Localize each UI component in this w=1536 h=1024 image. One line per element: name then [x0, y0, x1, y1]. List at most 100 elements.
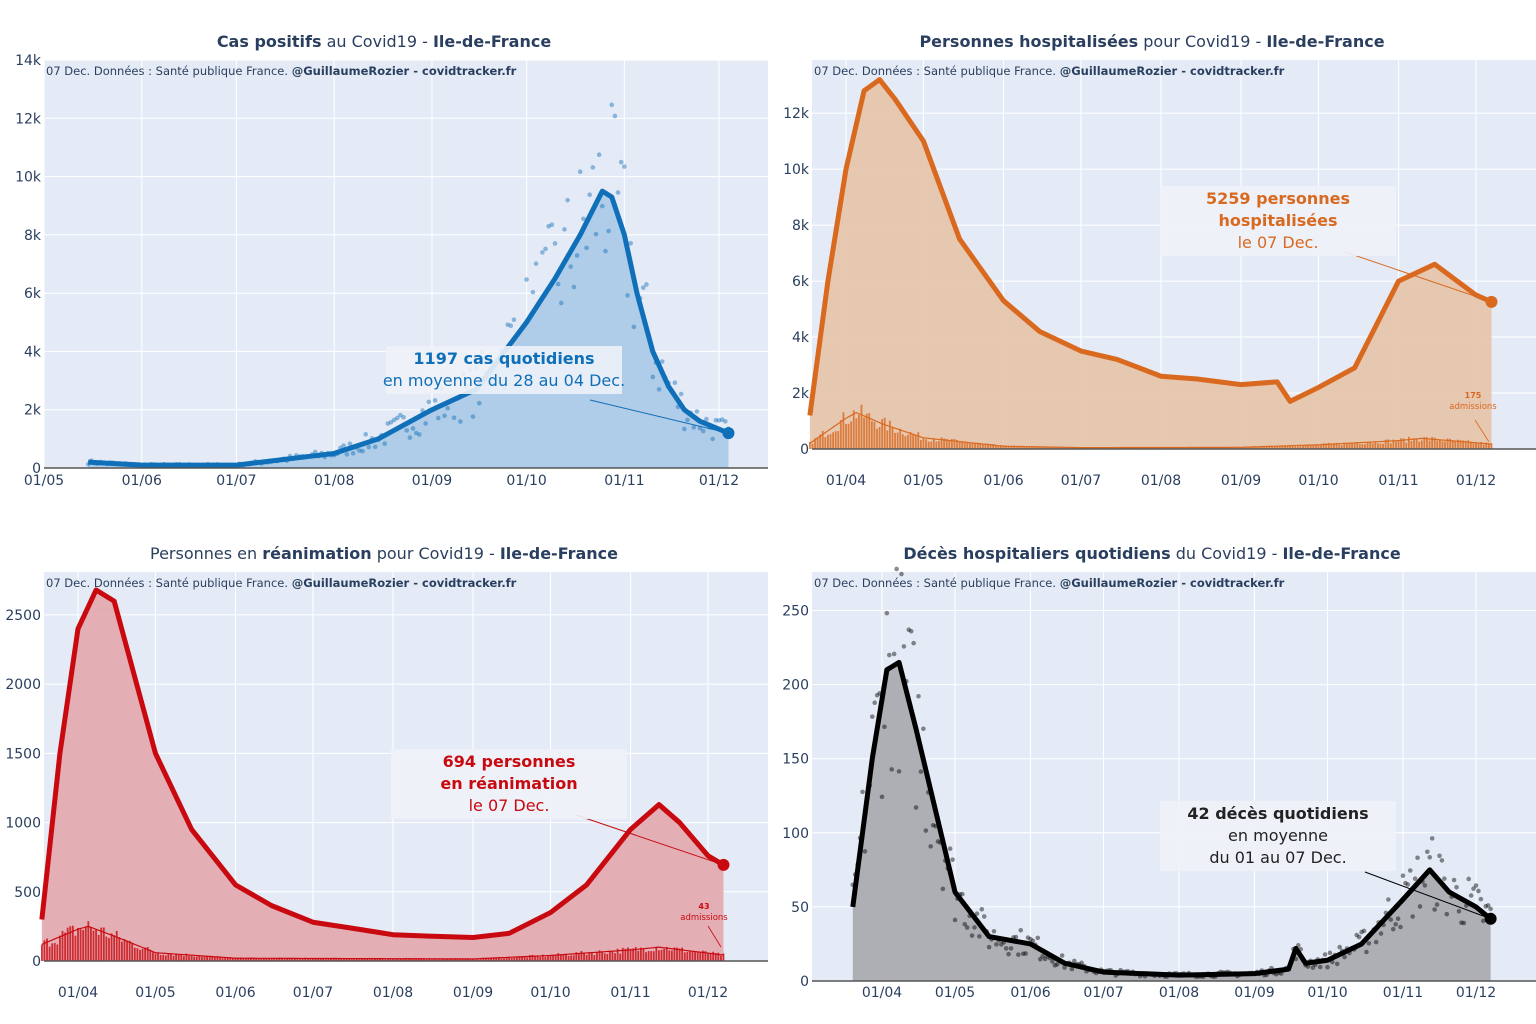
- admission-bar: [482, 957, 485, 961]
- last-value-marker: [717, 858, 730, 871]
- admission-bar: [1361, 444, 1364, 449]
- data-point: [1478, 896, 1484, 902]
- admission-bar: [992, 443, 995, 449]
- admission-bar: [1382, 443, 1384, 449]
- admission-bar: [699, 951, 702, 961]
- admission-bar: [105, 936, 108, 961]
- admission-bar: [839, 420, 842, 449]
- admission-bar: [562, 954, 565, 961]
- x-tick-label: 01/10: [506, 473, 546, 489]
- y-tick-label: 6k: [24, 286, 42, 302]
- admission-bar: [1449, 438, 1452, 449]
- data-point: [357, 448, 362, 453]
- admission-bar: [97, 934, 100, 961]
- admission-bar: [621, 947, 624, 961]
- data-point: [1079, 960, 1084, 966]
- admission-bar: [376, 958, 379, 961]
- data-point: [1364, 949, 1369, 955]
- data-point: [590, 165, 596, 170]
- title-part: réanimation: [262, 544, 371, 563]
- source-part: @GuillaumeRozier - covidtracker.fr: [1060, 64, 1285, 78]
- admission-bar: [1242, 447, 1245, 449]
- title-part: Personnes hospitalisées: [919, 32, 1138, 51]
- admission-bar: [1446, 438, 1449, 449]
- source-part: @GuillaumeRozier - covidtracker.fr: [1060, 576, 1285, 590]
- admission-bar: [1325, 443, 1328, 449]
- admission-bar: [1441, 441, 1444, 449]
- annotation-text: en moyenne du 28 au 04 Dec.: [383, 371, 625, 390]
- data-point: [650, 374, 656, 380]
- admission-bar: [1038, 446, 1041, 449]
- admission-bar: [198, 955, 201, 961]
- admission-bar: [407, 958, 410, 961]
- admission-bar: [901, 434, 904, 449]
- admission-bar: [896, 432, 899, 449]
- x-tick-label: 01/10: [530, 985, 570, 1001]
- admission-bar: [629, 948, 632, 961]
- admissions-pointer: [707, 925, 722, 948]
- admission-bar: [343, 958, 345, 961]
- admission-bar: [845, 423, 847, 449]
- data-point: [341, 443, 346, 448]
- admission-bar: [878, 426, 881, 449]
- admission-bar: [1139, 447, 1142, 449]
- admission-bar: [1315, 444, 1317, 449]
- x-tick-label: 01/07: [1061, 473, 1101, 489]
- admission-bar: [616, 948, 619, 961]
- annotation-text: en réanimation: [440, 774, 577, 793]
- admission-bar: [1369, 442, 1372, 449]
- data-point: [388, 420, 394, 425]
- data-point: [862, 849, 868, 854]
- admission-bar: [330, 958, 332, 961]
- admission-bar: [100, 927, 103, 961]
- x-tick-label: 01/04: [826, 473, 866, 489]
- y-tick-label: 14k: [15, 53, 42, 69]
- y-tick-label: 250: [782, 604, 809, 620]
- admission-bar: [1488, 443, 1490, 449]
- admission-bar: [350, 958, 353, 961]
- admission-bar: [1433, 437, 1436, 449]
- data-point: [1378, 931, 1384, 936]
- admission-bar: [363, 958, 366, 961]
- data-point: [382, 441, 387, 446]
- admission-bar: [56, 944, 59, 961]
- admission-bar: [668, 950, 671, 961]
- admission-bar: [1304, 445, 1307, 449]
- admission-bar: [1232, 447, 1235, 449]
- admission-bar: [410, 958, 412, 961]
- admission-bar: [324, 959, 327, 961]
- admission-bar: [1353, 443, 1356, 449]
- admission-bar: [265, 957, 268, 961]
- admission-bar: [707, 953, 709, 961]
- x-tick-label: 01/05: [935, 985, 975, 1001]
- admission-bar: [48, 946, 51, 961]
- admission-bar: [863, 417, 865, 449]
- data-point: [1439, 858, 1445, 863]
- admission-bar: [645, 952, 647, 961]
- source-part: 07 Dec. Données : Santé publique France.: [46, 64, 292, 78]
- admission-bar: [1154, 447, 1157, 449]
- data-point: [533, 261, 539, 266]
- data-point: [1062, 965, 1067, 970]
- data-point: [1410, 914, 1416, 919]
- data-point: [1069, 966, 1075, 972]
- data-point: [1473, 883, 1479, 888]
- admission-bar: [1041, 446, 1044, 449]
- admission-bar: [167, 953, 170, 961]
- admission-bar: [1136, 447, 1139, 449]
- data-point: [1013, 934, 1019, 940]
- admission-bar: [919, 440, 922, 449]
- admission-bar: [984, 443, 987, 449]
- admission-bar: [397, 958, 400, 961]
- admission-bar: [873, 421, 876, 449]
- admission-bar: [1227, 446, 1230, 449]
- admission-bar: [1384, 439, 1387, 449]
- admission-bar: [405, 958, 407, 961]
- admission-bar: [500, 958, 503, 961]
- annotation-text: du 01 au 07 Dec.: [1209, 848, 1346, 867]
- annotation-box: [1160, 186, 1396, 256]
- admission-bar: [1462, 440, 1464, 449]
- admission-bar: [358, 959, 361, 961]
- admission-bar: [203, 955, 206, 961]
